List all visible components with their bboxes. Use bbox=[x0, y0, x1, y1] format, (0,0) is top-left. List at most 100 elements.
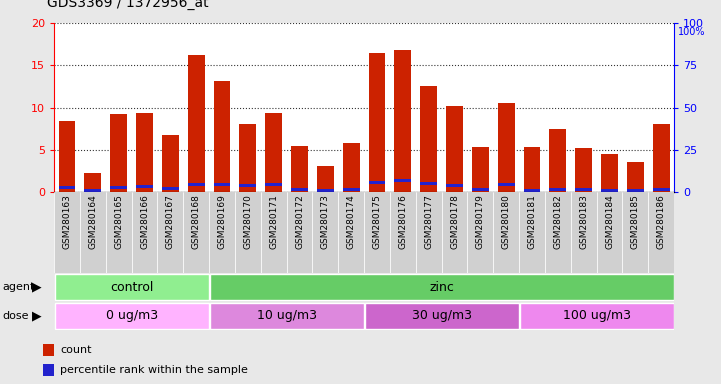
Bar bbox=[368, 53, 386, 192]
Text: 100%: 100% bbox=[678, 27, 705, 37]
Bar bbox=[58, 186, 76, 189]
Text: GSM280175: GSM280175 bbox=[373, 194, 381, 249]
Bar bbox=[368, 181, 386, 184]
Bar bbox=[317, 189, 334, 192]
Bar bbox=[54, 192, 80, 273]
Text: control: control bbox=[110, 281, 154, 293]
Bar bbox=[497, 103, 515, 192]
Text: agent: agent bbox=[2, 282, 35, 292]
Text: ▶: ▶ bbox=[32, 281, 41, 293]
Text: GDS3369 / 1372956_at: GDS3369 / 1372956_at bbox=[47, 0, 208, 10]
Bar bbox=[110, 114, 127, 192]
Bar bbox=[545, 192, 571, 273]
Bar bbox=[213, 81, 231, 192]
Bar bbox=[394, 179, 411, 182]
Bar bbox=[519, 192, 545, 273]
Bar bbox=[420, 182, 437, 185]
Text: GSM280176: GSM280176 bbox=[399, 194, 407, 249]
Text: GSM280167: GSM280167 bbox=[166, 194, 174, 249]
Bar bbox=[312, 192, 338, 273]
Bar bbox=[601, 154, 618, 192]
Bar bbox=[58, 121, 76, 192]
Bar bbox=[497, 184, 515, 186]
Bar bbox=[571, 192, 596, 273]
Bar bbox=[43, 344, 54, 356]
Bar bbox=[55, 274, 208, 300]
Bar bbox=[162, 136, 179, 192]
Text: GSM280169: GSM280169 bbox=[218, 194, 226, 249]
Text: GSM280180: GSM280180 bbox=[502, 194, 510, 249]
Bar bbox=[106, 192, 131, 273]
Bar bbox=[136, 113, 153, 192]
Text: GSM280181: GSM280181 bbox=[528, 194, 536, 249]
Bar bbox=[648, 192, 674, 273]
Bar bbox=[596, 192, 622, 273]
Bar bbox=[291, 189, 308, 192]
Bar bbox=[575, 189, 592, 192]
Bar bbox=[43, 364, 54, 376]
Bar bbox=[239, 184, 256, 187]
Bar bbox=[520, 303, 673, 329]
Text: GSM280178: GSM280178 bbox=[450, 194, 459, 249]
Bar bbox=[131, 192, 157, 273]
Text: dose: dose bbox=[2, 311, 29, 321]
Bar bbox=[653, 188, 670, 191]
Text: GSM280168: GSM280168 bbox=[192, 194, 200, 249]
Bar bbox=[235, 192, 261, 273]
Bar bbox=[523, 189, 541, 192]
Bar bbox=[549, 188, 566, 191]
Text: 10 ug/m3: 10 ug/m3 bbox=[257, 310, 317, 322]
Bar bbox=[136, 185, 153, 187]
Bar bbox=[80, 192, 106, 273]
Bar bbox=[265, 113, 282, 192]
Bar bbox=[291, 146, 308, 192]
Bar bbox=[210, 303, 363, 329]
Bar bbox=[157, 192, 183, 273]
Bar bbox=[183, 192, 209, 273]
Bar bbox=[286, 192, 312, 273]
Bar bbox=[338, 192, 364, 273]
Text: GSM280179: GSM280179 bbox=[476, 194, 485, 249]
Bar bbox=[575, 148, 592, 192]
Text: GSM280164: GSM280164 bbox=[89, 194, 97, 249]
Text: GSM280165: GSM280165 bbox=[114, 194, 123, 249]
Bar bbox=[467, 192, 493, 273]
Bar bbox=[265, 183, 282, 186]
Bar bbox=[627, 162, 644, 192]
Bar bbox=[420, 86, 437, 192]
Bar bbox=[342, 143, 360, 192]
Text: GSM280186: GSM280186 bbox=[657, 194, 665, 249]
Text: GSM280177: GSM280177 bbox=[424, 194, 433, 249]
Text: zinc: zinc bbox=[429, 281, 454, 293]
Text: GSM280182: GSM280182 bbox=[554, 194, 562, 249]
Bar bbox=[261, 192, 286, 273]
Bar bbox=[210, 274, 673, 300]
Bar bbox=[317, 166, 334, 192]
Bar bbox=[187, 183, 205, 186]
Text: GSM280185: GSM280185 bbox=[631, 194, 640, 249]
Text: count: count bbox=[60, 345, 92, 355]
Bar bbox=[84, 174, 101, 192]
Bar bbox=[55, 303, 208, 329]
Bar bbox=[653, 124, 670, 192]
Bar bbox=[162, 187, 179, 190]
Text: GSM280184: GSM280184 bbox=[605, 194, 614, 249]
Text: GSM280172: GSM280172 bbox=[295, 194, 304, 249]
Text: ▶: ▶ bbox=[32, 310, 41, 322]
Text: GSM280171: GSM280171 bbox=[269, 194, 278, 249]
Text: GSM280163: GSM280163 bbox=[63, 194, 71, 249]
Text: GSM280170: GSM280170 bbox=[244, 194, 252, 249]
Bar bbox=[394, 50, 411, 192]
Bar bbox=[549, 129, 566, 192]
Bar bbox=[523, 147, 541, 192]
Bar bbox=[601, 189, 618, 192]
Text: GSM280173: GSM280173 bbox=[321, 194, 329, 249]
Text: percentile rank within the sample: percentile rank within the sample bbox=[60, 365, 248, 375]
Bar bbox=[472, 147, 489, 192]
Text: 30 ug/m3: 30 ug/m3 bbox=[412, 310, 472, 322]
Text: 0 ug/m3: 0 ug/m3 bbox=[105, 310, 158, 322]
Text: GSM280166: GSM280166 bbox=[140, 194, 149, 249]
Bar bbox=[446, 106, 463, 192]
Bar bbox=[622, 192, 648, 273]
Bar bbox=[187, 55, 205, 192]
